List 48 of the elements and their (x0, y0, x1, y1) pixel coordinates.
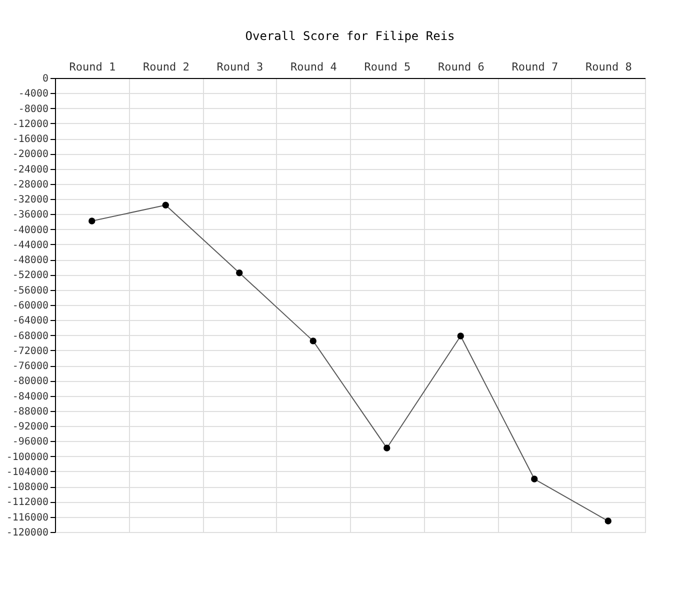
point (88, 218, 96, 224)
y-tick-label: -64000 (12, 316, 48, 327)
y-tick-label: -72000 (12, 346, 48, 357)
y-tick-label: -20000 (12, 149, 48, 160)
y-tick-label: -56000 (12, 285, 48, 296)
y-tick-label: 0 (42, 74, 48, 84)
point (457, 332, 464, 340)
y-tick-label: -88000 (12, 406, 48, 418)
y-tick-label: -16000 (12, 134, 48, 146)
y-tick-label: -48000 (12, 255, 48, 266)
point (604, 518, 612, 524)
y-tick-label: -36000 (12, 210, 48, 221)
point (531, 476, 538, 482)
y-tick-label: -100000 (6, 452, 48, 463)
x-tick-label: Round 6 (438, 60, 484, 74)
y-tick-label: -96000 (12, 436, 48, 448)
point (236, 269, 243, 276)
y-tick-label: -92000 (12, 422, 48, 433)
y-tick-label: -112000 (6, 497, 48, 508)
y-tick-label: -116000 (6, 512, 48, 524)
y-tick-label: -60000 (12, 300, 48, 312)
y-tick-label: -32000 (12, 194, 48, 206)
y-tick-label: -40000 (12, 224, 48, 236)
y-tick-label: -120000 (6, 528, 48, 538)
y-tick-label: -68000 (12, 330, 48, 342)
y-tick-label: -28000 (12, 179, 48, 190)
x-tick-label: Round 7 (512, 60, 558, 74)
y-tick-label: -104000 (6, 466, 48, 478)
x-tick-label: Round 8 (585, 60, 632, 74)
y-tick-label: -80000 (12, 376, 48, 388)
y-tick-label: -24000 (12, 164, 48, 176)
y-tick-label: -84000 (12, 391, 48, 402)
point (162, 202, 169, 208)
y-tick-label: -52000 (12, 270, 48, 282)
x-tick-label: Round 5 (364, 60, 411, 74)
x-tick-label: Round 1 (69, 60, 116, 74)
y-tick-label: -44000 (12, 240, 48, 251)
x-tick-label: Round 4 (290, 60, 338, 74)
y-tick-label: -4000 (18, 88, 48, 100)
y-tick-label: -108000 (6, 482, 48, 494)
x-tick-label: Round 3 (216, 60, 264, 74)
y-tick-label: -8000 (18, 104, 48, 115)
chart-title: Overall Score for Filipe Reis (245, 29, 455, 43)
y-tick-label: -12000 (12, 118, 48, 130)
x-tick-label: Round 2 (142, 60, 190, 74)
point (384, 444, 390, 452)
y-tick-label: -76000 (12, 361, 48, 372)
point (310, 338, 316, 344)
